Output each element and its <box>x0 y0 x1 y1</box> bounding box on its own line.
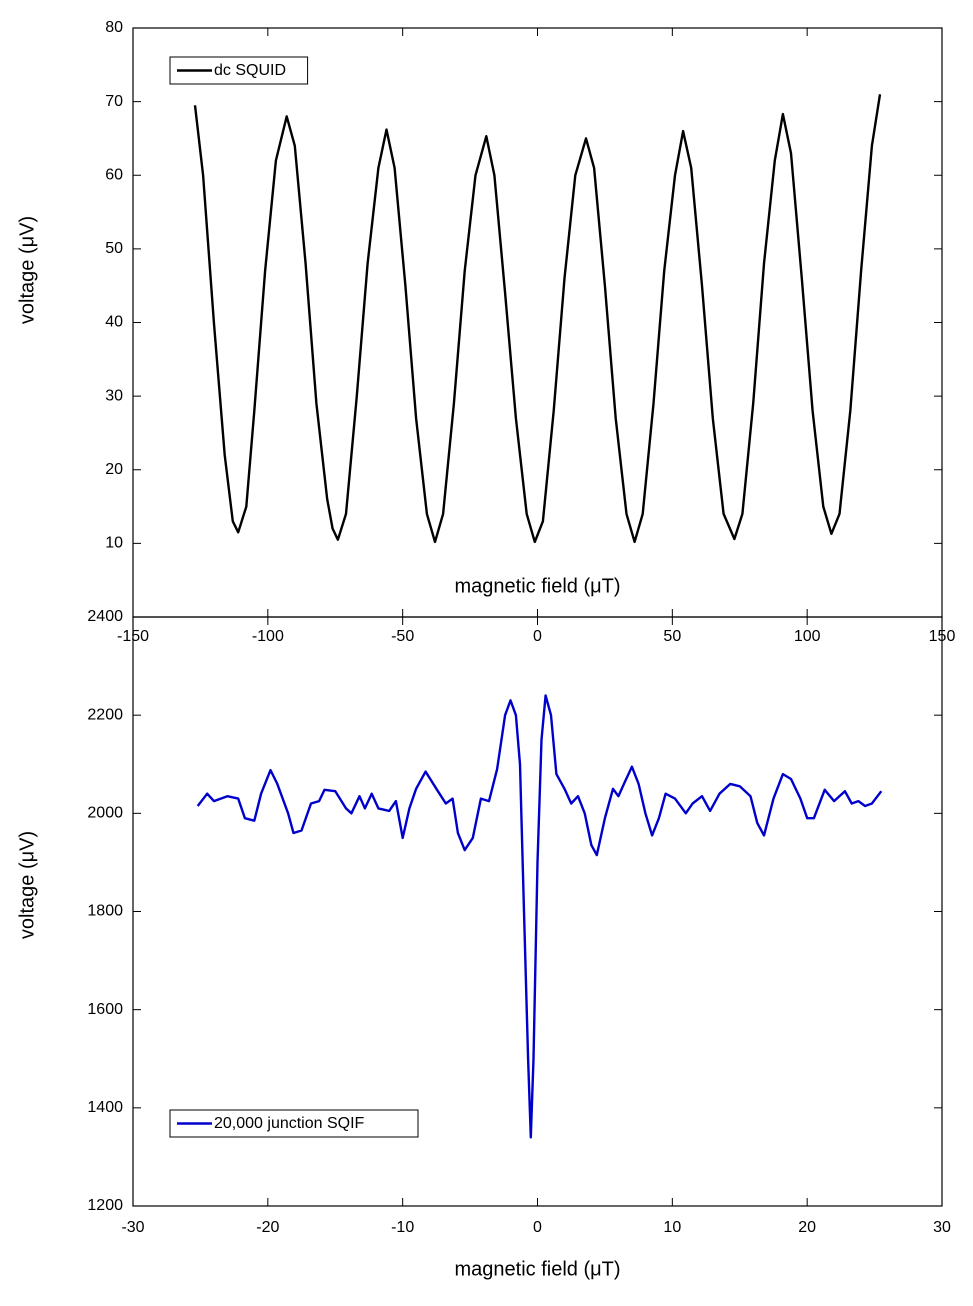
y-tick-label: 20 <box>105 461 123 478</box>
x-tick-label: 50 <box>663 628 681 645</box>
x-tick-label: -10 <box>391 1219 414 1236</box>
y-tick-label: 1800 <box>87 903 123 920</box>
y-tick-label: 40 <box>105 314 123 331</box>
x-tick-label: 0 <box>533 1219 542 1236</box>
x-axis-label: magnetic field (μT) <box>454 575 620 597</box>
legend-label: 20,000 junction SQIF <box>214 1115 365 1132</box>
x-tick-label: 30 <box>933 1219 951 1236</box>
y-tick-label: 1400 <box>87 1099 123 1116</box>
y-tick-label: 80 <box>105 19 123 36</box>
y-axis-label: voltage (μV) <box>16 216 38 324</box>
x-tick-label: 100 <box>794 628 821 645</box>
y-tick-label: 60 <box>105 166 123 183</box>
x-tick-label: 0 <box>533 628 542 645</box>
plot-frame <box>132 27 943 618</box>
x-tick-label: 20 <box>798 1219 816 1236</box>
y-axis-label: voltage (μV) <box>16 831 38 939</box>
y-tick-label: 50 <box>105 240 123 257</box>
y-tick-label: 70 <box>105 93 123 110</box>
y-tick-label: 2200 <box>87 706 123 723</box>
y-tick-label: 1600 <box>87 1001 123 1018</box>
x-tick-label: -30 <box>121 1219 144 1236</box>
y-tick-label: 10 <box>105 535 123 552</box>
x-tick-label: -50 <box>391 628 414 645</box>
y-tick-label: 2400 <box>87 608 123 625</box>
x-tick-label: 10 <box>663 1219 681 1236</box>
x-axis-label: magnetic field (μT) <box>454 1258 620 1280</box>
data-line <box>193 94 882 544</box>
x-tick-label: -100 <box>252 628 284 645</box>
y-tick-label: 2000 <box>87 805 123 822</box>
y-tick-label: 1200 <box>87 1197 123 1214</box>
x-tick-label: -20 <box>256 1219 279 1236</box>
data-line <box>196 694 883 1139</box>
legend-label: dc SQUID <box>214 62 286 79</box>
y-tick-label: 30 <box>105 387 123 404</box>
